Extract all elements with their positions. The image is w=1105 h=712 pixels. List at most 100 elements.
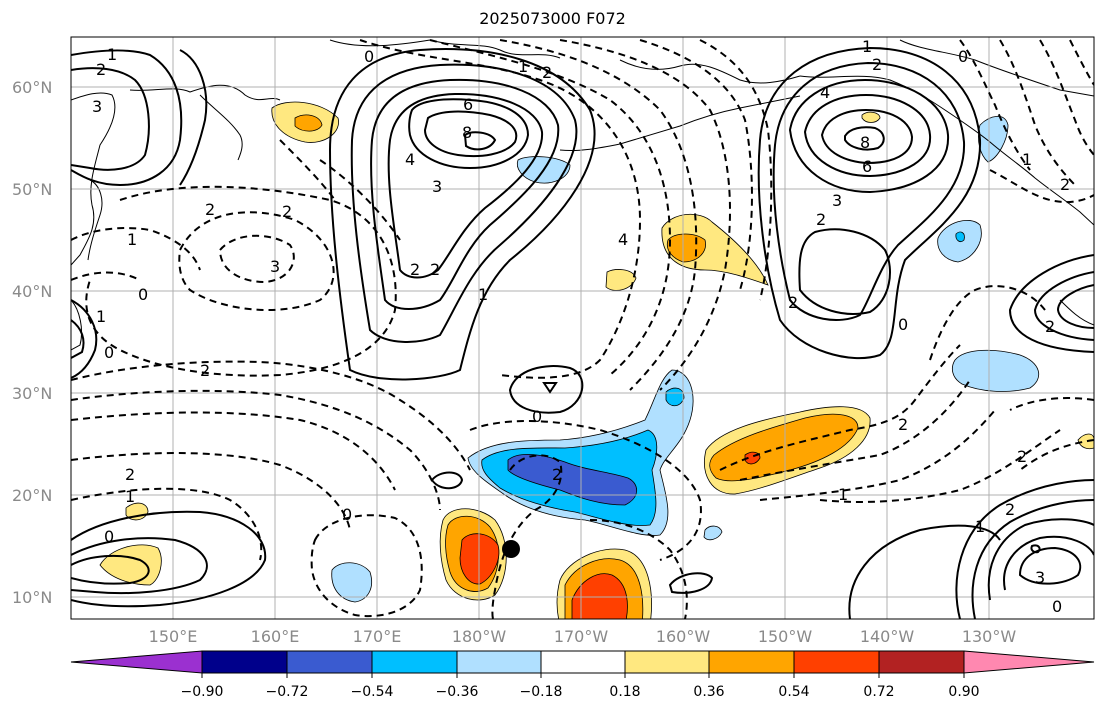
anomaly-positive-patch [661,214,769,286]
colorbar-segment [540,650,626,674]
colorbar-tick-label: 0.72 [863,684,894,700]
contour-label: 1 [838,485,848,504]
contour-solid [508,365,584,414]
lon-label: 140°W [860,627,915,646]
colorbar-segment [793,650,880,674]
contour-label: 0 [342,505,352,524]
contour-label: 8 [860,133,870,152]
lon-label: 160°E [251,627,300,646]
contour-solid [430,471,464,490]
coastline [87,179,103,261]
anomaly-positive-patch [294,114,323,132]
contour-label: 1 [107,45,117,64]
colorbar-segment [70,650,203,674]
contour-label: 3 [432,177,442,196]
contour-solid [798,228,891,315]
contour-solid [542,382,558,394]
contour-solid [463,131,497,151]
contour-dashed [71,360,471,471]
map-frame [70,36,1095,620]
coastline [799,75,1094,226]
latitude-labels: 60°N 50°N 40°N 30°N 20°N 10°N [12,78,52,607]
lon-label: 160°W [656,627,711,646]
lat-label: 10°N [12,588,52,607]
anomaly-negative-patch [703,525,723,541]
contour-solid [1030,544,1041,554]
contour-dashed [310,514,423,617]
contour-solid [71,554,150,585]
contour-solid [788,78,950,194]
contour-dashed [1009,397,1094,411]
contour-dashed [178,211,335,311]
coastlines [71,39,1094,351]
lon-label: 150°E [149,627,198,646]
contour-solid [71,537,208,595]
contour-dashed [319,159,401,241]
colorbar-tick-label: 0.90 [948,684,979,700]
colorbar-ticks [201,673,965,678]
contour-dashed [989,169,1094,204]
lon-label: 170°W [554,627,609,646]
colorbar-segment [201,650,288,674]
contour-solid [71,299,98,379]
contour-dashed [71,389,441,511]
coastline [129,84,281,101]
contour-label: 1 [96,307,106,326]
colorbar-tick-label: −0.18 [520,684,563,700]
lat-label: 40°N [12,282,52,301]
anomaly-negative-patch [331,562,372,603]
contour-label: 3 [832,191,842,210]
contour-dashed [71,487,263,561]
contour-label: 8 [462,123,472,142]
colorbar-tick-label: −0.90 [181,684,224,700]
contour-dashed [218,234,295,284]
lon-label: 130°W [962,627,1017,646]
contour-solid [1008,254,1094,353]
contour-label: 4 [820,83,830,102]
contour-label: 2 [96,60,106,79]
coastline [899,39,1094,97]
contour-label: 2 [282,202,292,221]
lat-label: 60°N [12,78,52,97]
longitude-labels: 150°E 160°E 170°E 180°W 170°W 160°W 150°… [149,627,1017,646]
contour-label: 0 [958,47,968,66]
contour-label: 2 [1017,447,1027,466]
contour-label: 3 [270,257,280,276]
contour-dashed [589,519,688,619]
anomaly-negative-patch [951,349,1040,392]
contour-label: 1 [862,37,872,56]
anomaly-positive-patch [709,413,859,482]
coastline [619,59,801,84]
contour-solid [1033,271,1094,341]
coastline [559,95,801,151]
storm-center-marker [502,540,520,558]
contour-solid [328,48,596,381]
contour-solid [387,92,544,279]
contour-label: 2 [898,415,908,434]
contour-dashed [1069,39,1094,86]
coastline [71,299,83,351]
contour-solid [987,518,1094,601]
contour-solid [1018,546,1082,585]
contour-label: 2 [816,210,826,229]
contour-dashed [1019,439,1094,471]
colorbar-tick-labels: −0.90 −0.72 −0.54 −0.36 −0.18 0.18 0.36 … [181,684,980,700]
map-panel [71,37,1094,619]
contour-dashed [819,429,1061,503]
contour-solid [848,524,1001,619]
contour-solid [803,93,932,178]
contour-label: 2 [410,260,420,279]
anomaly-negative-patch [507,453,638,506]
contour-label: 4 [405,150,415,169]
colorbar-segment [286,650,373,674]
anomaly-negative-patch [665,387,685,407]
contour-label: 2 [430,260,440,279]
contour-label: 3 [92,97,102,116]
coastline [199,94,243,161]
contour-dashed [71,452,351,531]
map-title: 2025073000 F072 [479,9,626,28]
solid-contours [71,46,1094,619]
contour-dashed [929,285,1046,361]
contour-label: 2 [1060,175,1070,194]
